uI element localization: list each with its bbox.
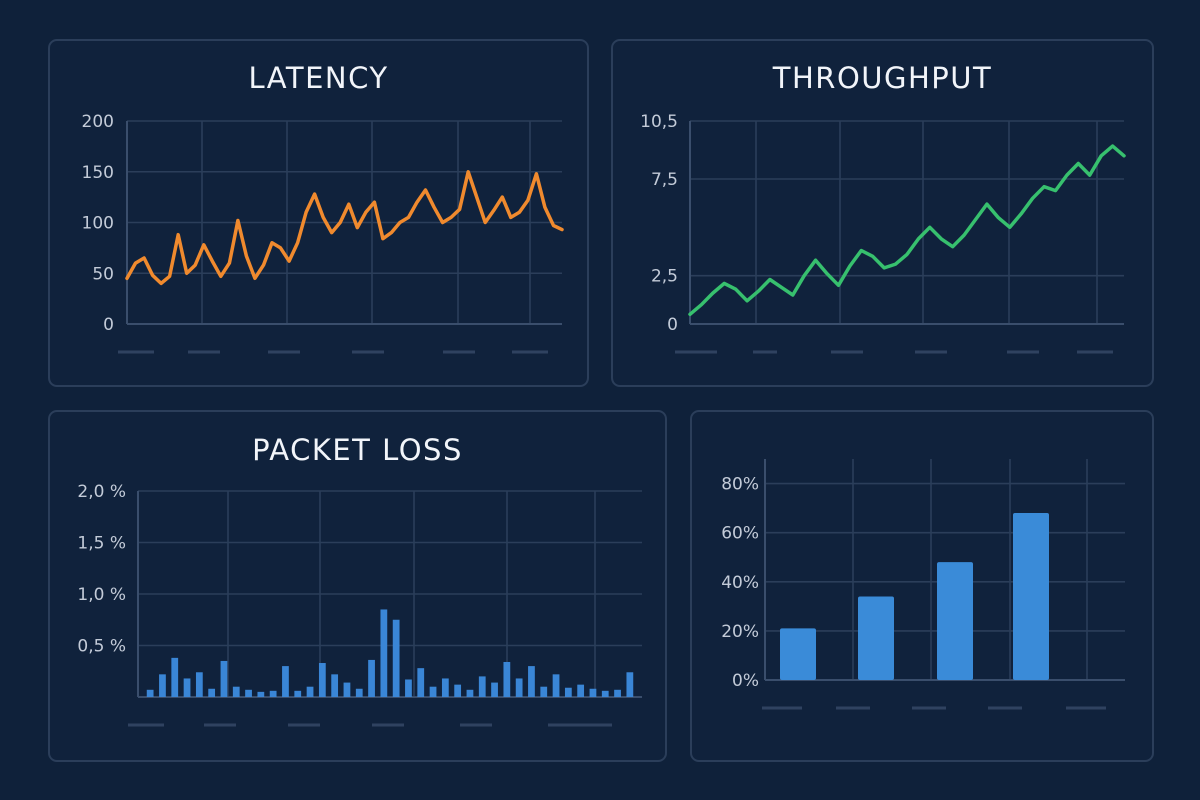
utilization-bar [1013,513,1049,680]
packet_loss-bar [269,690,277,697]
y-tick-label: 80% [721,475,759,495]
latency-line [125,170,564,286]
packet_loss-bar [331,674,339,697]
y-tick-label: 0 [103,315,114,335]
utilization-bar [937,562,973,680]
packet_loss-bar [171,657,179,697]
packet_loss-bar [528,666,535,697]
packet_loss-bar [454,684,462,697]
packet_loss-bar [208,688,216,697]
packet_loss-bar [564,687,572,697]
packet_loss-bar [577,684,585,697]
packet_loss-bar [232,686,240,697]
packet_loss-bar [466,689,474,697]
y-tick-label: 1,0 % [77,585,126,605]
packet_loss-bar [429,686,437,697]
packet_loss-bar [282,666,289,697]
throughput-title: THROUGHPUT [772,61,993,95]
y-tick-label: 200 [82,112,114,132]
packet_loss-bar [257,691,265,697]
y-tick-label: 50 [92,264,114,284]
packet_loss-bar [159,674,166,697]
packet_loss-bar [368,659,375,697]
packet_loss-bar [294,690,302,697]
utilization-bar [858,596,894,680]
packet_loss-bar [515,678,523,697]
latency-title: LATENCY [248,61,389,95]
y-tick-label: 2,0 % [77,482,126,502]
packet_loss-bar [183,678,191,697]
packet_loss-bar [614,689,621,697]
packet_loss-bar [491,682,498,697]
packet_loss-bar [417,668,425,697]
throughput-line [688,144,1126,317]
utilization-panel: 0% 20% 40% 60% 80% [690,410,1154,762]
packet_loss-bar [195,672,203,697]
utilization-bar [780,628,816,680]
y-tick-label: 40% [721,573,759,593]
latency-panel: LATENCY 0 50 100 150 200 [48,39,589,387]
packet_loss-bar [478,676,486,697]
packet_loss-bar [405,679,412,697]
packet_loss-bar [220,660,228,697]
packet-loss-panel: PACKET LOSS 0,5 % 1,0 % 1,5 % 2,0 % [48,410,667,762]
throughput-panel: THROUGHPUT 0 2,5 7,5 10,5 [611,39,1154,387]
packet_loss-bar [318,663,326,697]
packet_loss-bar [392,619,400,697]
y-tick-label: 60% [721,524,759,544]
packet_loss-bar [355,688,363,697]
packet-loss-chart: 0,5 % 1,0 % 1,5 % 2,0 % [77,482,642,727]
packet_loss-bar [146,689,154,697]
y-tick-label: 0,5 % [77,637,126,657]
y-tick-label: 0 [667,315,678,335]
packet_loss-bar [380,609,388,697]
packet_loss-bar [626,672,634,697]
y-tick-label: 2,5 [651,267,678,287]
y-tick-label: 150 [82,163,114,183]
packet-loss-title: PACKET LOSS [252,433,463,467]
packet_loss-bar [343,682,351,697]
y-tick-label: 7,5 [651,170,678,190]
packet_loss-bar [589,688,597,697]
y-tick-label: 20% [721,622,759,642]
packet_loss-bar [552,674,560,697]
utilization-chart: 0% 20% 40% 60% 80% [721,459,1125,710]
packet_loss-bar [245,689,252,697]
throughput-chart: 0 2,5 7,5 10,5 [640,112,1126,354]
y-tick-label: 10,5 [640,112,678,132]
packet_loss-bar [601,690,609,697]
latency-chart: 0 50 100 150 200 [82,112,564,354]
packet_loss-bar [540,686,548,697]
packet_loss-bar [503,661,511,697]
packet_loss-bar [441,678,449,697]
y-tick-label: 100 [82,214,114,234]
packet_loss-bar [306,686,314,697]
y-tick-label: 0% [732,671,759,691]
y-tick-label: 1,5 % [77,534,126,554]
